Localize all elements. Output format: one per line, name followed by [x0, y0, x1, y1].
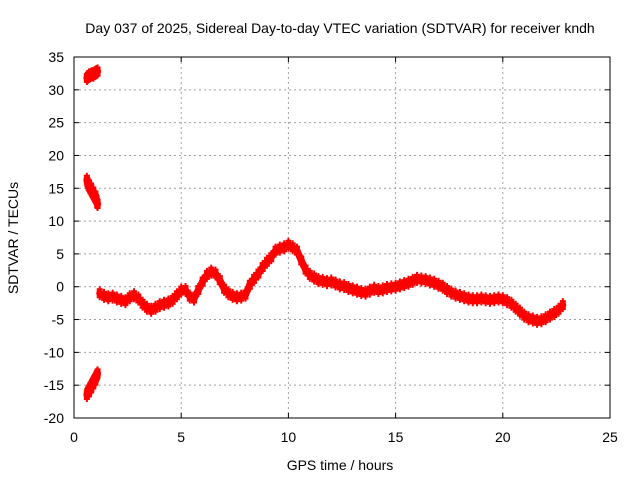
x-axis-label: GPS time / hours	[287, 457, 394, 473]
chart-title: Day 037 of 2025, Sidereal Day-to-day VTE…	[85, 20, 594, 36]
x-tick-label: 0	[70, 429, 78, 445]
series-main	[96, 237, 567, 328]
y-tick-label: -15	[44, 377, 64, 393]
x-tick-label: 5	[177, 429, 185, 445]
x-tick-label: 10	[281, 429, 297, 445]
y-tick-label: 20	[48, 147, 64, 163]
y-tick-label: -20	[44, 410, 64, 426]
y-tick-label: 5	[56, 246, 64, 262]
axis-ticks: 0 5 10 15 20 25 -20 -15 -10 -5 0 5 10 15 20 25 30 35	[44, 49, 618, 445]
series-lower-early	[83, 366, 102, 403]
data-point	[94, 205, 101, 212]
grid-lines	[74, 57, 610, 418]
plot-frame	[73, 56, 611, 419]
y-tick-label: 30	[48, 82, 64, 98]
y-tick-label: 15	[48, 180, 64, 196]
x-tick-label: 20	[495, 429, 511, 445]
y-tick-label: -10	[44, 344, 64, 360]
data-point	[94, 374, 101, 381]
y-tick-label: 10	[48, 213, 64, 229]
x-tick-label: 15	[388, 429, 404, 445]
y-tick-label: -5	[52, 312, 65, 328]
series-upper-early	[83, 64, 102, 86]
y-tick-label: 25	[48, 115, 64, 131]
data-point	[94, 72, 101, 79]
y-tick-label: 0	[56, 279, 64, 295]
y-axis-label: SDTVAR / TECUs	[5, 182, 21, 294]
x-tick-label: 25	[602, 429, 618, 445]
y-tick-label: 35	[48, 49, 64, 65]
series-mid-early	[83, 172, 102, 212]
data-points	[83, 64, 567, 403]
data-point	[559, 306, 566, 313]
